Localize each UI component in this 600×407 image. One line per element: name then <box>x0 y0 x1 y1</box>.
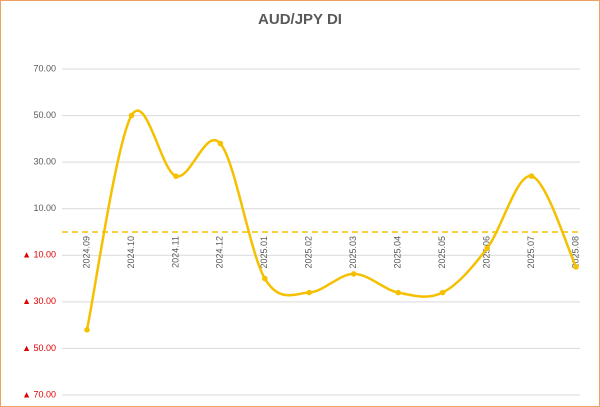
x-tick-label: 2024.12 <box>215 236 225 269</box>
data-point <box>306 289 313 296</box>
x-tick-label: 2024.11 <box>170 236 180 268</box>
data-point <box>173 173 179 179</box>
x-tick-label: 2025.04 <box>393 236 403 269</box>
y-tick-label: 50.00 <box>33 110 56 120</box>
data-point <box>350 271 357 277</box>
chart-title: AUD/JPY DI <box>258 11 342 28</box>
y-tick-label: ▲ 70.00 <box>22 389 56 399</box>
data-point <box>395 289 401 296</box>
x-tick-label: 2025.05 <box>437 236 447 269</box>
x-tick-label: 2024.09 <box>81 236 91 269</box>
y-tick-label: ▲ 10.00 <box>22 250 56 260</box>
x-tick-label: 2024.10 <box>126 236 136 269</box>
data-point <box>128 112 135 119</box>
y-tick-label: 70.00 <box>33 63 56 73</box>
data-point <box>484 245 490 252</box>
data-point <box>84 327 90 333</box>
x-tick-label: 2025.08 <box>570 236 580 269</box>
data-line <box>85 109 578 331</box>
data-point <box>573 264 579 270</box>
x-tick-label: 2025.02 <box>304 236 314 269</box>
data-point <box>262 275 268 282</box>
data-point <box>217 140 224 147</box>
x-tick-label: 2025.03 <box>348 236 358 269</box>
y-tick-label: ▲ 30.00 <box>22 296 56 306</box>
data-point <box>439 289 446 296</box>
y-tick-label: 10.00 <box>33 203 56 213</box>
x-tick-label: 2025.06 <box>481 236 491 269</box>
data-point <box>528 173 535 179</box>
x-tick-label: 2025.07 <box>526 236 536 269</box>
y-tick-label: 30.00 <box>33 157 56 167</box>
y-tick-label: ▲ 50.00 <box>22 343 56 353</box>
x-tick-label: 2025.01 <box>259 236 269 269</box>
